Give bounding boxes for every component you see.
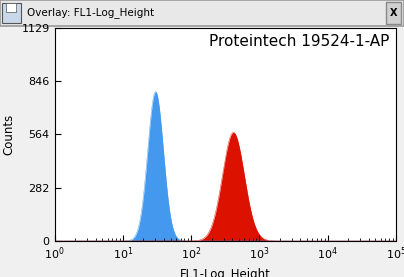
Text: Proteintech 19524-1-AP: Proteintech 19524-1-AP <box>209 34 389 49</box>
FancyBboxPatch shape <box>2 3 21 23</box>
X-axis label: FL1-Log_Height: FL1-Log_Height <box>180 268 271 277</box>
Text: X: X <box>390 8 397 18</box>
Bar <box>6 3 16 12</box>
FancyBboxPatch shape <box>386 2 401 24</box>
Y-axis label: Counts: Counts <box>3 114 16 155</box>
Text: Overlay: FL1-Log_Height: Overlay: FL1-Log_Height <box>27 7 155 19</box>
